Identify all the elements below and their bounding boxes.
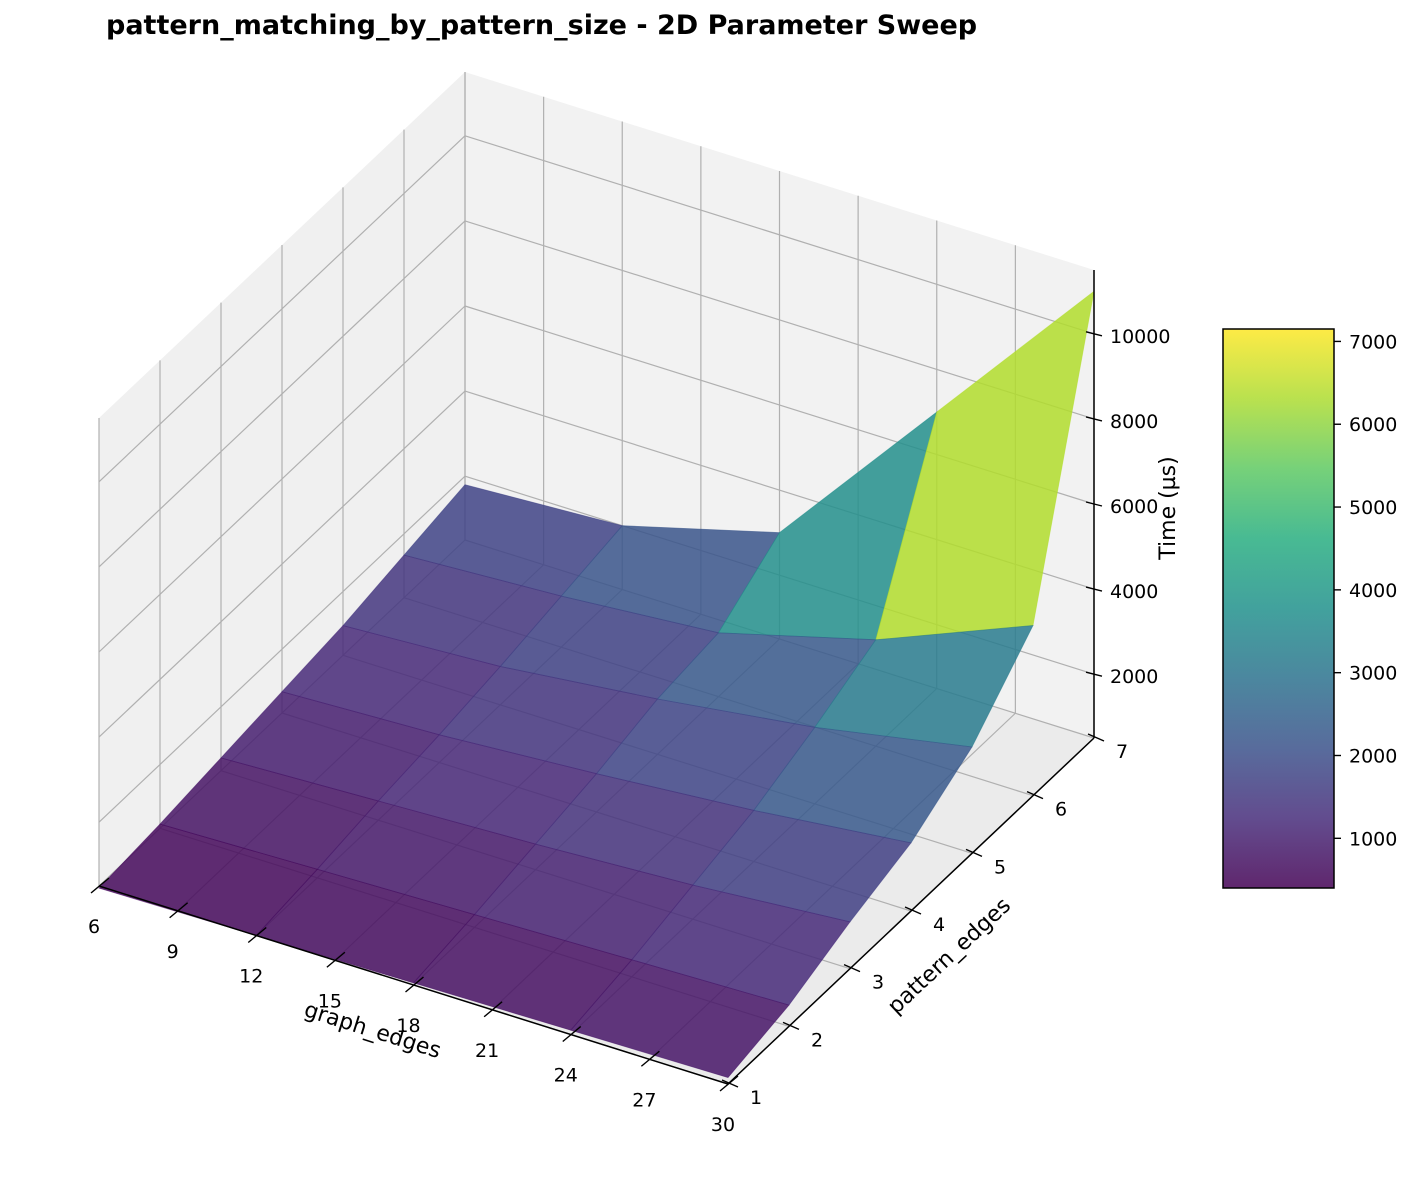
x-tick-label: 6 [88, 916, 100, 938]
y-tick-label: 1 [750, 1087, 762, 1109]
colorbar: 1000 2000 3000 4000 5000 6000 7000 [1223, 329, 1397, 888]
y-tick-label: 3 [872, 972, 884, 994]
z-tick-label: 8000 [1110, 411, 1158, 433]
x-axis-label: graph_edges [301, 998, 444, 1065]
x-tick-label: 12 [239, 966, 263, 988]
y-tick-label: 4 [933, 914, 945, 936]
colorbar-tick-label: 1000 [1349, 828, 1397, 850]
y-tick-label: 7 [1116, 741, 1128, 763]
colorbar-tick-label: 6000 [1349, 414, 1397, 436]
x-tick-label: 30 [711, 1114, 735, 1136]
z-axis-label: Time (µs) [1156, 456, 1181, 560]
z-tick-label: 10000 [1110, 326, 1170, 348]
y-tick-label: 2 [811, 1029, 823, 1051]
colorbar-tick-label: 5000 [1349, 497, 1397, 519]
colorbar-tick-label: 4000 [1349, 580, 1397, 602]
colorbar-tick-label: 2000 [1349, 745, 1397, 767]
x-tick-label: 24 [554, 1065, 578, 1087]
x-tick-label: 27 [632, 1089, 656, 1111]
x-tick-label: 21 [475, 1040, 499, 1062]
y-tick-label: 6 [1055, 799, 1067, 821]
colorbar-gradient [1223, 329, 1334, 888]
y-tick-label: 5 [994, 856, 1006, 878]
z-tick-label: 6000 [1110, 496, 1158, 518]
x-tick-label: 9 [167, 941, 179, 963]
colorbar-tick-label: 7000 [1349, 331, 1397, 353]
colorbar-tick-label: 3000 [1349, 663, 1397, 685]
z-tick-label: 4000 [1110, 581, 1158, 603]
z-tick-label: 2000 [1110, 666, 1158, 688]
